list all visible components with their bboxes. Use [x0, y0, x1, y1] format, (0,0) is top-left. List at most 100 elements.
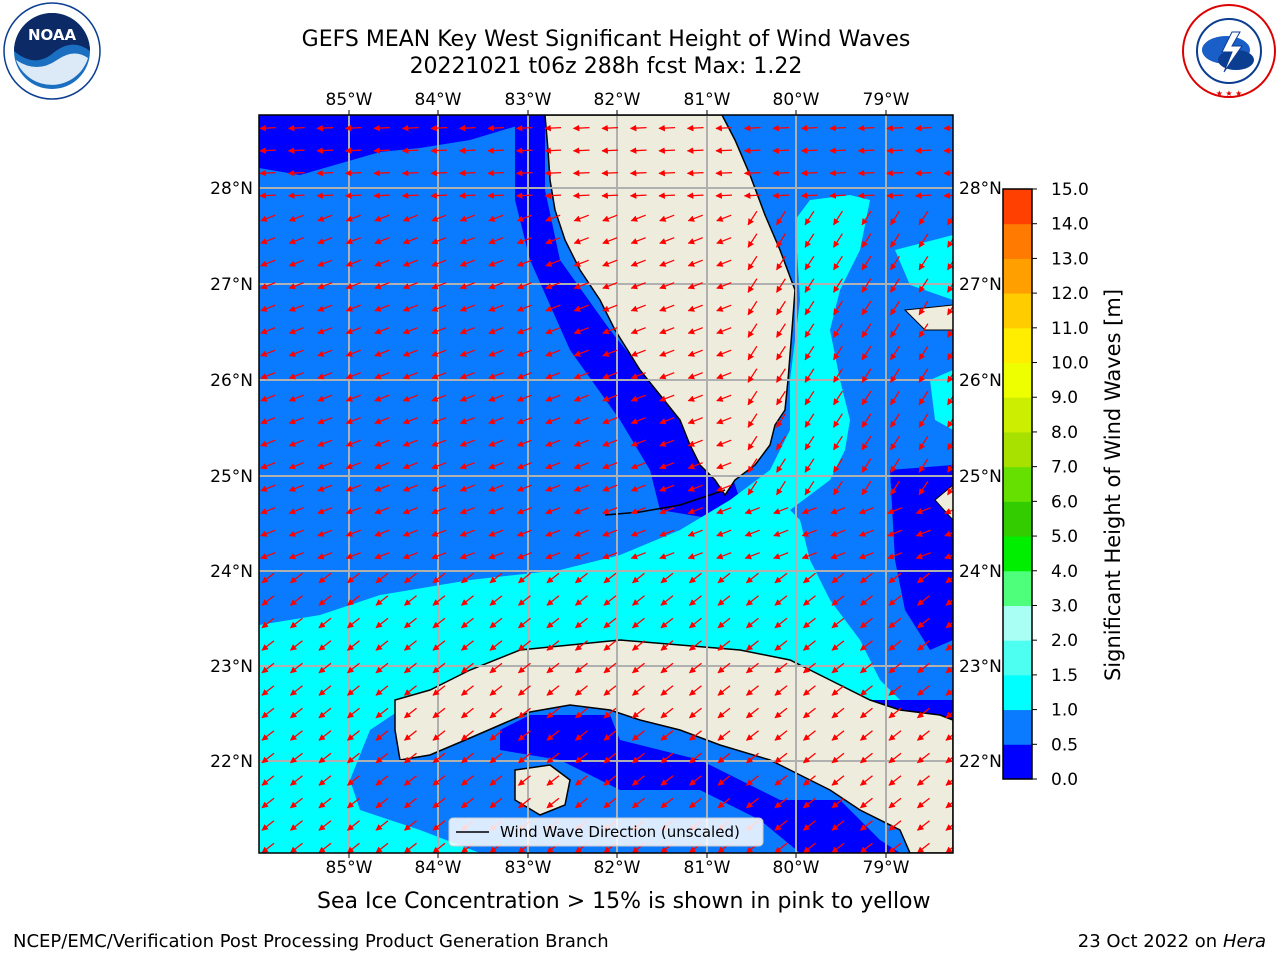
wind-wave-arrow — [857, 147, 875, 154]
wind-wave-arrow — [374, 372, 390, 380]
wind-wave-arrow — [602, 507, 618, 515]
wind-wave-arrow — [888, 595, 902, 606]
lon-label: 84°W — [415, 90, 462, 110]
lat-label: 27°N — [959, 275, 1002, 295]
wind-wave-arrow — [574, 707, 588, 719]
wind-wave-arrow — [316, 192, 334, 199]
wind-wave-arrow — [944, 553, 953, 560]
wind-wave-arrow — [833, 368, 843, 383]
wind-wave-arrow — [344, 169, 362, 177]
wind-wave-arrow — [888, 707, 902, 719]
wind-wave-arrow — [458, 169, 476, 177]
wind-wave-arrow — [516, 327, 532, 335]
wind-wave-arrow — [403, 707, 417, 719]
wind-wave-arrow — [374, 439, 390, 447]
wind-wave-arrow — [888, 640, 902, 651]
wind-wave-arrow — [516, 462, 532, 470]
wind-wave-arrow — [374, 484, 390, 492]
wind-wave-arrow — [660, 685, 674, 696]
wind-wave-arrow — [545, 372, 561, 380]
wind-wave-arrow — [261, 752, 275, 764]
wind-wave-arrow — [744, 529, 760, 537]
wind-wave-arrow — [431, 304, 447, 312]
wind-wave-arrow — [488, 484, 504, 492]
wind-wave-arrow — [887, 507, 903, 515]
wind-wave-arrow — [890, 345, 900, 361]
wind-wave-arrow — [688, 730, 702, 741]
wind-wave-arrow — [716, 439, 732, 447]
wind-wave-arrow — [431, 214, 447, 222]
wind-wave-arrow — [745, 797, 759, 809]
wind-wave-arrow — [345, 237, 361, 245]
wind-wave-arrow — [603, 775, 617, 786]
wind-wave-arrow — [401, 169, 419, 177]
wind-wave-arrow — [374, 327, 390, 335]
wind-wave-arrow — [318, 662, 332, 674]
wind-wave-arrow — [659, 349, 675, 357]
wind-wave-arrow — [745, 752, 759, 764]
wind-wave-arrow — [829, 147, 847, 154]
wind-wave-arrow — [715, 124, 733, 132]
wind-wave-arrow — [573, 529, 589, 537]
wind-wave-arrow — [717, 572, 731, 584]
lon-labels-bottom: 85°W 84°W 83°W 82°W 81°W 80°W 79°W — [326, 858, 910, 878]
wind-wave-arrow — [859, 617, 873, 629]
wind-wave-arrow — [515, 169, 533, 177]
wind-wave-arrow — [375, 775, 389, 786]
wind-wave-arrow — [459, 394, 475, 402]
wind-wave-arrow — [831, 842, 845, 853]
wind-wave-arrow — [261, 662, 275, 674]
wind-wave-arrow — [915, 552, 931, 560]
wind-wave-arrow — [516, 529, 532, 537]
wind-wave-arrow — [774, 775, 788, 786]
wind-wave-arrow — [458, 147, 476, 154]
chart-title: GEFS MEAN Key West Significant Height of… — [226, 26, 986, 80]
wind-wave-arrow — [688, 640, 702, 651]
wind-wave-arrow — [573, 259, 589, 267]
colorbar-tick-label: 5.0 — [1051, 527, 1078, 547]
wind-wave-arrow — [918, 435, 929, 451]
wind-wave-arrow — [772, 147, 790, 154]
wind-wave-arrow — [488, 214, 504, 222]
wind-wave-arrow — [488, 327, 504, 335]
arrow-legend-label: Wind Wave Direction (unscaled) — [500, 823, 740, 841]
wind-wave-arrow — [918, 233, 929, 248]
wind-wave-arrow — [487, 147, 505, 154]
wind-wave-arrow — [861, 413, 872, 428]
wind-wave-arrow — [833, 480, 843, 496]
wind-wave-arrow — [802, 752, 816, 764]
lon-label: 81°W — [684, 90, 731, 110]
wind-wave-arrow — [916, 730, 930, 741]
wind-wave-arrow — [831, 685, 845, 696]
wind-wave-arrow — [944, 530, 953, 537]
wind-wave-arrow — [659, 439, 675, 447]
wind-wave-arrow — [460, 707, 474, 719]
wind-wave-arrow — [402, 327, 418, 335]
wind-wave-arrow — [717, 752, 731, 764]
wind-wave-arrow — [943, 192, 953, 199]
wind-wave-arrow — [574, 797, 588, 809]
wind-wave-arrow — [688, 617, 702, 629]
wind-wave-arrow — [716, 304, 732, 312]
wind-wave-arrow — [716, 417, 732, 425]
wind-wave-arrow — [431, 372, 447, 380]
wind-wave-arrow — [776, 278, 786, 293]
wind-wave-arrow — [289, 775, 303, 786]
wind-wave-arrow — [574, 595, 588, 606]
wind-wave-arrow — [317, 552, 333, 560]
wind-wave-arrow — [715, 169, 733, 177]
wind-wave-arrow — [374, 282, 390, 290]
wind-wave-arrow — [517, 707, 531, 719]
wind-wave-arrow — [260, 214, 276, 222]
wind-wave-arrow — [660, 572, 674, 584]
footer-credit: NCEP/EMC/Verification Post Processing Pr… — [13, 931, 609, 952]
colorbar-segment — [1003, 223, 1032, 259]
footer-date-text: 23 Oct 2022 on — [1077, 931, 1218, 952]
wind-wave-arrow — [660, 730, 674, 741]
wind-wave-arrow — [288, 304, 304, 312]
cuba-land — [394, 639, 953, 853]
wind-wave-arrow — [745, 595, 759, 606]
wind-wave-arrow — [517, 797, 531, 809]
wind-wave-arrow — [572, 169, 590, 177]
wind-wave-arrow — [317, 237, 333, 245]
